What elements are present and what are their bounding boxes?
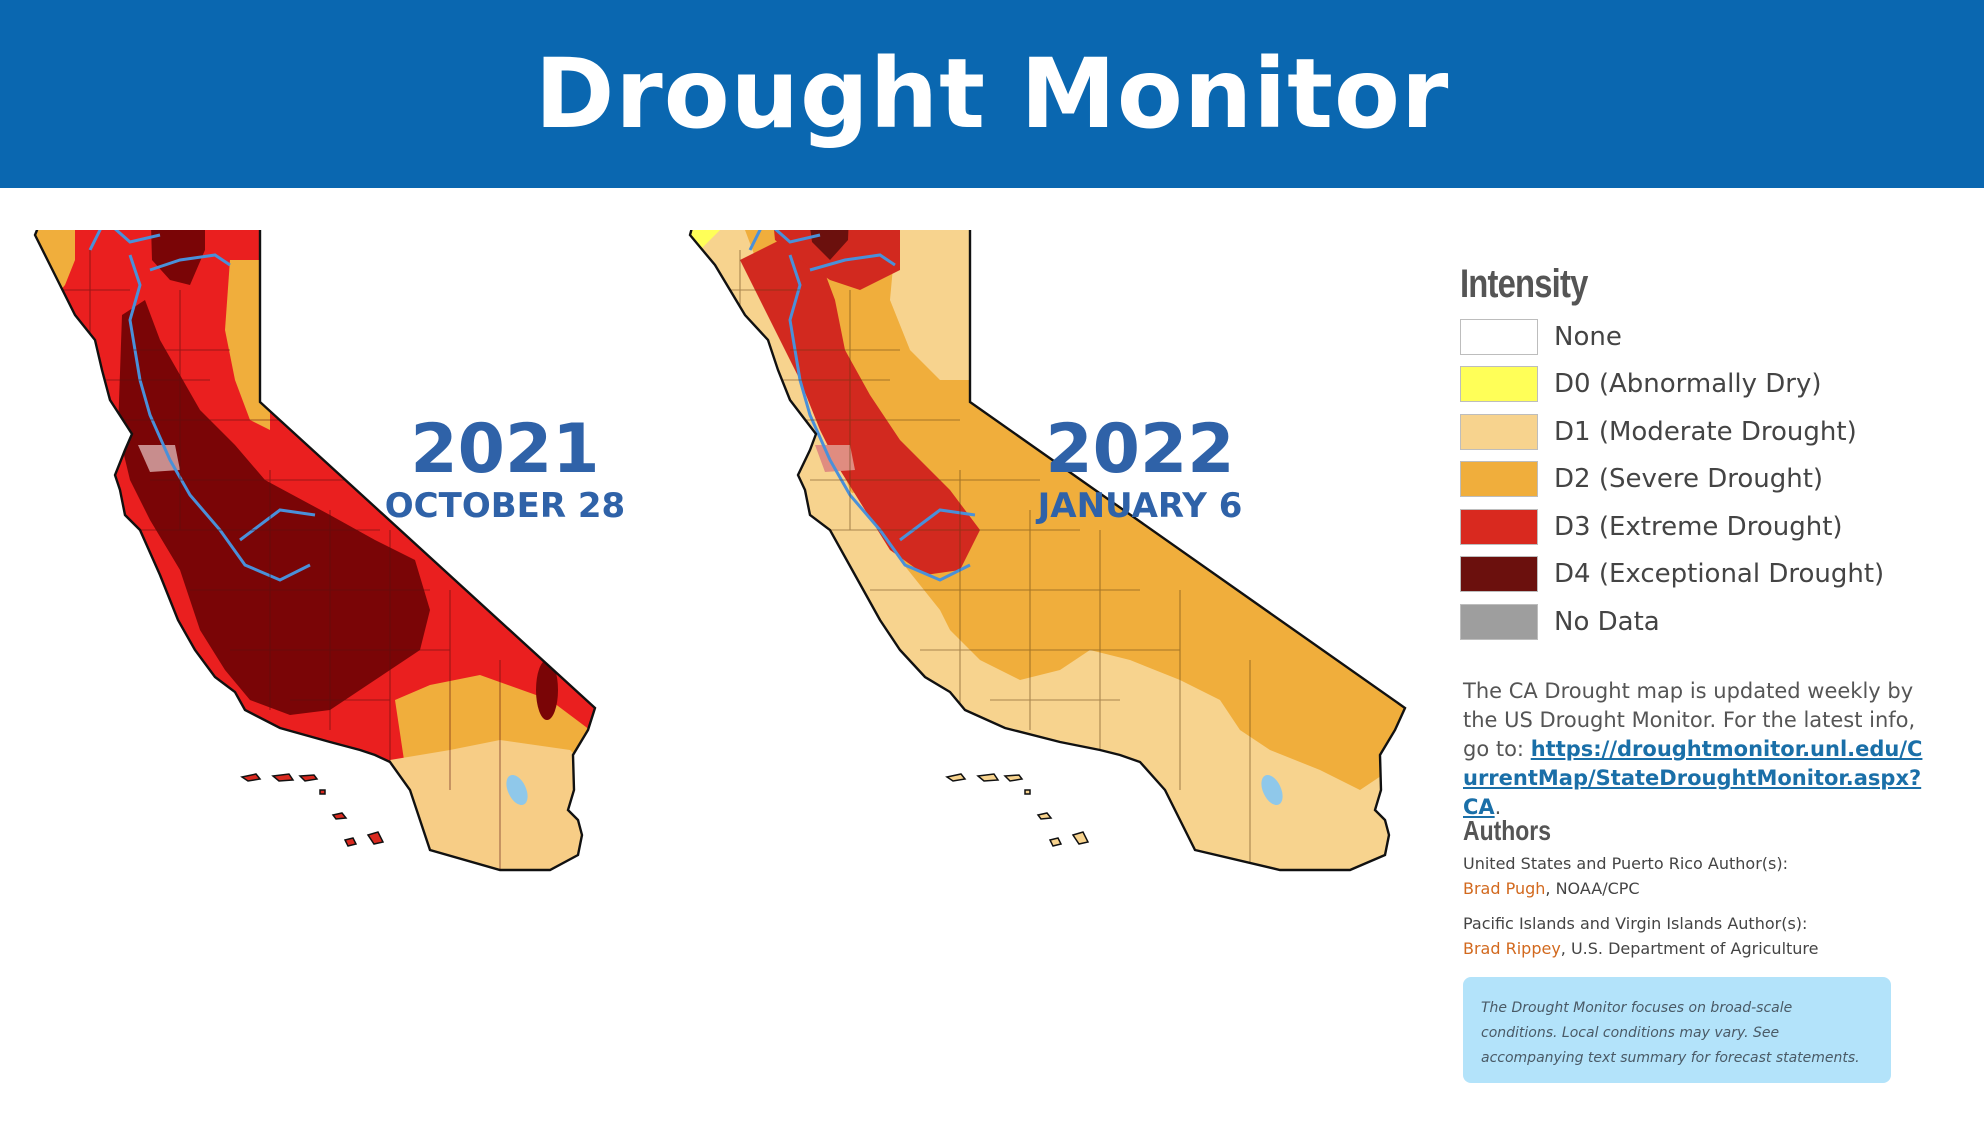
state-outline-2021 bbox=[33, 230, 597, 872]
authors-title: Authors bbox=[1463, 815, 1552, 846]
date-label-2022: 2022 JANUARY 6 bbox=[1015, 410, 1265, 526]
legend-swatch bbox=[1460, 461, 1538, 498]
d4-exceptional-pocket bbox=[536, 660, 558, 720]
year-2022: 2022 bbox=[1045, 410, 1235, 489]
legend-item-d0: D0 (Abnormally Dry) bbox=[1460, 361, 1940, 409]
legend-label: D0 (Abnormally Dry) bbox=[1554, 369, 1822, 400]
legend-label: D3 (Extreme Drought) bbox=[1554, 511, 1843, 542]
notice-text: The Drought Monitor focuses on broad-sca… bbox=[1481, 1000, 1860, 1066]
river-system bbox=[748, 230, 976, 582]
d1-moderate-northeast bbox=[890, 230, 970, 380]
author-group-label: United States and Puerto Rico Author(s): bbox=[1463, 854, 1789, 873]
author-affiliation: , U.S. Department of Agriculture bbox=[1560, 939, 1819, 958]
author-affiliation: , NOAA/CPC bbox=[1545, 879, 1640, 898]
legend-swatch bbox=[1460, 603, 1538, 640]
california-map-2021 bbox=[30, 230, 770, 1090]
legend-label: D1 (Moderate Drought) bbox=[1554, 416, 1857, 447]
legend-item-none: None bbox=[1460, 313, 1940, 361]
legend-item-d1: D1 (Moderate Drought) bbox=[1460, 408, 1940, 456]
page-title: Drought Monitor bbox=[534, 38, 1450, 150]
author-group-us: United States and Puerto Rico Author(s):… bbox=[1463, 851, 1943, 901]
no-data-patch bbox=[138, 445, 180, 472]
author-name[interactable]: Brad Pugh bbox=[1463, 879, 1546, 898]
state-outline-2022 bbox=[688, 230, 1407, 872]
date-label-2021: 2021 OCTOBER 28 bbox=[380, 410, 630, 526]
legend-item-no-data: No Data bbox=[1460, 598, 1940, 646]
legend-swatch bbox=[1460, 318, 1538, 355]
link-line: https://droughtmonitor.unl.edu/CurrentMa… bbox=[1463, 737, 1922, 819]
legend-title: Intensity bbox=[1460, 262, 1588, 306]
d2-severe-northeast bbox=[225, 260, 270, 430]
update-note-text: The CA Drought map is updated weekly by … bbox=[1463, 679, 1916, 761]
legend-swatch bbox=[1460, 556, 1538, 593]
lake-salton bbox=[1261, 775, 1283, 805]
d4-exceptional-north bbox=[805, 230, 850, 260]
author-line: Brad Pugh, NOAA/CPC bbox=[1463, 876, 1943, 901]
d4-exceptional-north bbox=[150, 230, 205, 285]
author-group-pacific: Pacific Islands and Virgin Islands Autho… bbox=[1463, 911, 1943, 961]
d4-exceptional-area bbox=[118, 300, 430, 715]
county-lines bbox=[50, 250, 501, 870]
author-line: Brad Rippey, U.S. Department of Agricult… bbox=[1463, 936, 1943, 961]
california-map-2022 bbox=[660, 230, 1420, 1090]
author-group-label: Pacific Islands and Virgin Islands Autho… bbox=[1463, 914, 1808, 933]
intensity-legend: Intensity None D0 (Abnormally Dry) D1 (M… bbox=[1460, 262, 1940, 646]
d1-moderate-south bbox=[390, 740, 590, 870]
link-suffix: . bbox=[1494, 795, 1502, 819]
legend-item-d3: D3 (Extreme Drought) bbox=[1460, 503, 1940, 551]
lake-salton bbox=[506, 775, 528, 805]
author-name[interactable]: Brad Rippey bbox=[1463, 939, 1561, 958]
county-lines bbox=[700, 250, 1251, 870]
authors-list: United States and Puerto Rico Author(s):… bbox=[1463, 851, 1943, 971]
d2-severe-area bbox=[730, 230, 1405, 790]
year-2021: 2021 bbox=[410, 410, 600, 489]
notice-box: The Drought Monitor focuses on broad-sca… bbox=[1463, 977, 1891, 1083]
d3-extreme-area bbox=[740, 240, 980, 575]
legend-label: D2 (Severe Drought) bbox=[1554, 464, 1824, 495]
d0-abnormally-dry bbox=[690, 230, 720, 250]
date-2022: JANUARY 6 bbox=[1037, 486, 1243, 526]
d1-moderate-southwest bbox=[810, 490, 960, 660]
drought-monitor-link[interactable]: https://droughtmonitor.unl.edu/CurrentMa… bbox=[1463, 737, 1923, 819]
legend-item-d2: D2 (Severe Drought) bbox=[1460, 456, 1940, 504]
legend-item-d4: D4 (Exceptional Drought) bbox=[1460, 551, 1940, 599]
river-system bbox=[88, 230, 316, 582]
legend-swatch bbox=[1460, 366, 1538, 403]
legend-swatch bbox=[1460, 508, 1538, 545]
title-banner: Drought Monitor bbox=[0, 0, 1984, 188]
channel-islands-2022 bbox=[945, 773, 1090, 847]
date-2021: OCTOBER 28 bbox=[384, 486, 626, 526]
channel-islands-2021 bbox=[240, 773, 385, 847]
legend-swatch bbox=[1460, 413, 1538, 450]
legend-label: No Data bbox=[1554, 606, 1660, 637]
legend-label: None bbox=[1554, 321, 1622, 352]
update-note: The CA Drought map is updated weekly by … bbox=[1463, 677, 1933, 822]
legend-label: D4 (Exceptional Drought) bbox=[1554, 559, 1885, 590]
